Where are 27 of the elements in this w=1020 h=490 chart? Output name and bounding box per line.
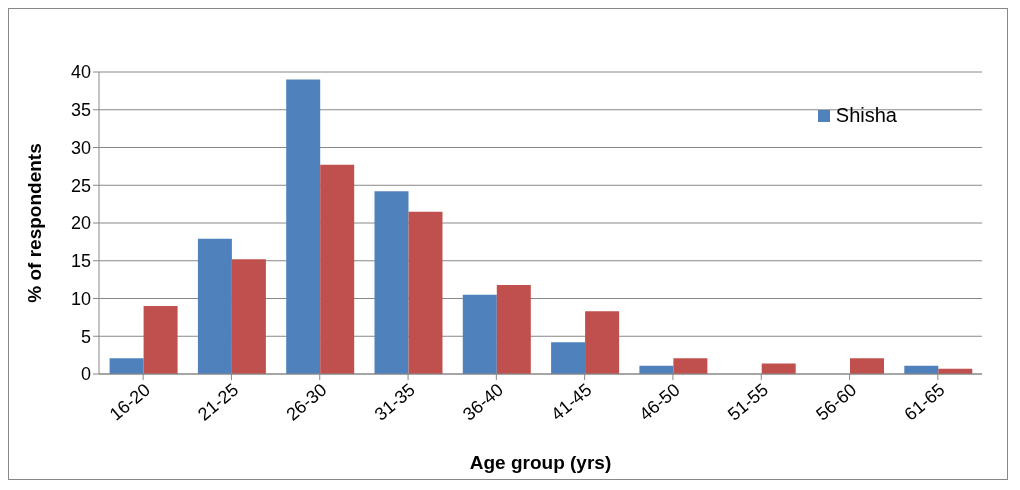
bar — [585, 311, 620, 374]
legend-label: Shisha — [834, 104, 897, 127]
bar — [551, 342, 586, 374]
bar — [462, 294, 497, 374]
bar — [143, 306, 178, 374]
bar — [850, 358, 884, 374]
y-tick-label: 40 — [70, 62, 91, 83]
y-tick-label: 30 — [70, 137, 91, 158]
bar — [496, 284, 531, 374]
y-tick-label: 0 — [80, 364, 91, 385]
bar — [761, 363, 796, 374]
y-tick-label: 35 — [70, 100, 91, 121]
bar — [286, 79, 321, 374]
bar — [673, 358, 708, 374]
y-tick-label: 5 — [80, 326, 91, 347]
bar — [231, 259, 266, 374]
bar — [374, 191, 409, 374]
x-axis-title: Age group (yrs) — [469, 452, 612, 473]
bar — [408, 211, 443, 374]
y-tick-label: 20 — [70, 213, 91, 234]
bar — [197, 238, 232, 374]
y-tick-label: 25 — [70, 175, 91, 196]
bar — [320, 164, 355, 374]
y-tick-label: 10 — [70, 288, 91, 309]
y-axis-title: % of respondents — [23, 143, 45, 303]
bar — [109, 358, 144, 374]
y-tick-label: 15 — [70, 251, 91, 272]
